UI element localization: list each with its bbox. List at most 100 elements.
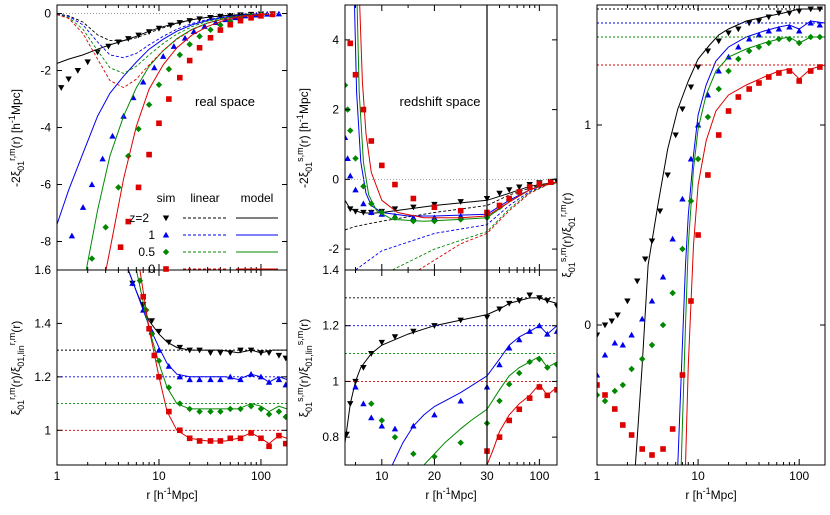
x-tick-label: 10 [691,469,705,483]
sim-point-z2-14 [704,48,712,55]
sim-point-z05-14 [725,67,732,75]
sim-point-z05-7 [659,321,667,329]
y-tick-label: 1.2 [34,370,51,384]
sim-point-z05-7 [391,214,399,221]
y-tick-label: 4 [332,33,339,47]
sim-point-z1-10 [170,43,178,49]
sim-point-z0-2 [612,406,618,412]
x-axis-label: r [h-1Mpc] [146,486,197,502]
sim-point-z2-13 [516,298,523,304]
y-tick-label: 1.4 [322,263,339,277]
panel-frame-red_bottom [344,269,558,466]
sim-point-z0-4 [379,162,385,169]
x-tick-label: 1 [594,469,601,483]
sim-point-z2-6 [115,39,122,46]
sim-point-z0-17 [756,80,762,86]
sim-point-z1-15 [553,328,557,334]
legend-marker-z0 [163,266,169,272]
sim-point-z1-4 [109,132,116,139]
y-tick-label: -8 [40,235,51,249]
model-line-z05 [423,355,557,465]
sim-point-z05-2 [148,330,155,338]
sim-point-z05-8 [176,51,184,59]
x-tick-label: 10 [152,469,166,483]
sim-point-z1-8 [669,235,676,242]
sim-point-z2-8 [457,199,464,205]
sim-point-z2-2 [360,209,367,216]
sim-point-z2-15 [275,352,283,359]
sim-point-z2-3 [360,364,367,371]
sim-point-z05-16 [282,413,287,421]
sim-point-z2-7 [125,36,132,42]
sim-point-z1-20 [786,23,793,30]
sim-point-z0-12 [705,172,711,178]
sim-point-z0-13 [526,184,533,190]
panel-frame-red_top [344,4,558,271]
sim-point-z0-15 [276,432,282,439]
sim-point-z05-3 [352,155,359,162]
sim-point-z2-6 [186,347,193,354]
sim-point-z1-17 [755,31,763,38]
x-tick-label: 20 [428,469,442,483]
sim-point-z0-21 [796,78,802,84]
sim-point-z2-23 [795,8,803,15]
sim-point-z1-0 [345,134,349,141]
sim-point-z1-2 [368,414,375,421]
y-tick-label: 0 [584,318,591,332]
sim-point-z05-5 [368,200,375,207]
sim-point-z1-5 [368,209,375,216]
sim-point-z1-13 [257,373,265,380]
sim-point-z0-5 [392,181,398,188]
sim-point-z2-17 [735,26,742,33]
sim-point-z1-8 [207,376,214,383]
sim-point-z05-9 [217,408,224,415]
sim-point-z0-7 [660,446,666,452]
sim-point-z2-13 [257,350,265,357]
legend-header-linear: linear [190,191,219,205]
sim-point-z2-0 [58,85,65,91]
sim-point-z1-9 [496,361,503,368]
sim-point-z1-5 [639,315,646,322]
sim-point-z2-17 [553,303,557,310]
sim-point-z05-3 [155,357,163,365]
sim-point-z0-0 [347,40,354,47]
sim-point-z2-5 [105,43,112,50]
sim-point-z0-11 [695,232,701,238]
sim-point-z05-0 [88,255,96,262]
sim-point-z0-18 [765,74,772,80]
sim-point-z2-10 [496,190,503,197]
sim-point-z0-6 [544,392,551,399]
sim-point-z2-2 [148,318,155,324]
x-tick-label: 100 [789,469,809,483]
sim-point-z2-13 [694,64,702,71]
sim-point-z2-2 [352,378,359,385]
sim-point-z1-4 [165,362,173,369]
sim-point-z1-6 [648,297,656,304]
panel-frame-real_top [56,4,288,271]
annotation-redshift-space: redshift space [400,94,481,109]
sim-point-z2-16 [282,355,287,362]
sim-point-z0-14 [725,108,732,114]
y-tick-label: 0.8 [322,430,339,444]
sim-point-z2-9 [457,317,464,324]
sim-point-z05-11 [694,155,702,163]
sim-point-z05-11 [536,355,543,363]
sim-point-z1-4 [391,425,399,432]
sim-point-z0-12 [516,189,523,195]
sim-point-z0-15 [547,179,554,185]
sim-point-z05-6 [186,405,193,413]
sim-point-z2-14 [526,292,533,299]
sim-point-z2-2 [608,318,615,325]
sim-point-z1-8 [410,214,417,221]
sim-point-z0-2 [135,184,142,191]
series-group-ratio [597,6,825,465]
x-tick-label: 1 [54,469,61,483]
sim-point-z1-6 [431,411,438,418]
sim-point-z0-14 [266,443,272,450]
sim-point-z2-16 [544,298,551,304]
y-tick-label: 1 [332,374,339,388]
sim-point-z0-3 [156,374,162,380]
sim-point-z0-1 [602,392,608,398]
sim-point-z05-6 [648,341,656,349]
